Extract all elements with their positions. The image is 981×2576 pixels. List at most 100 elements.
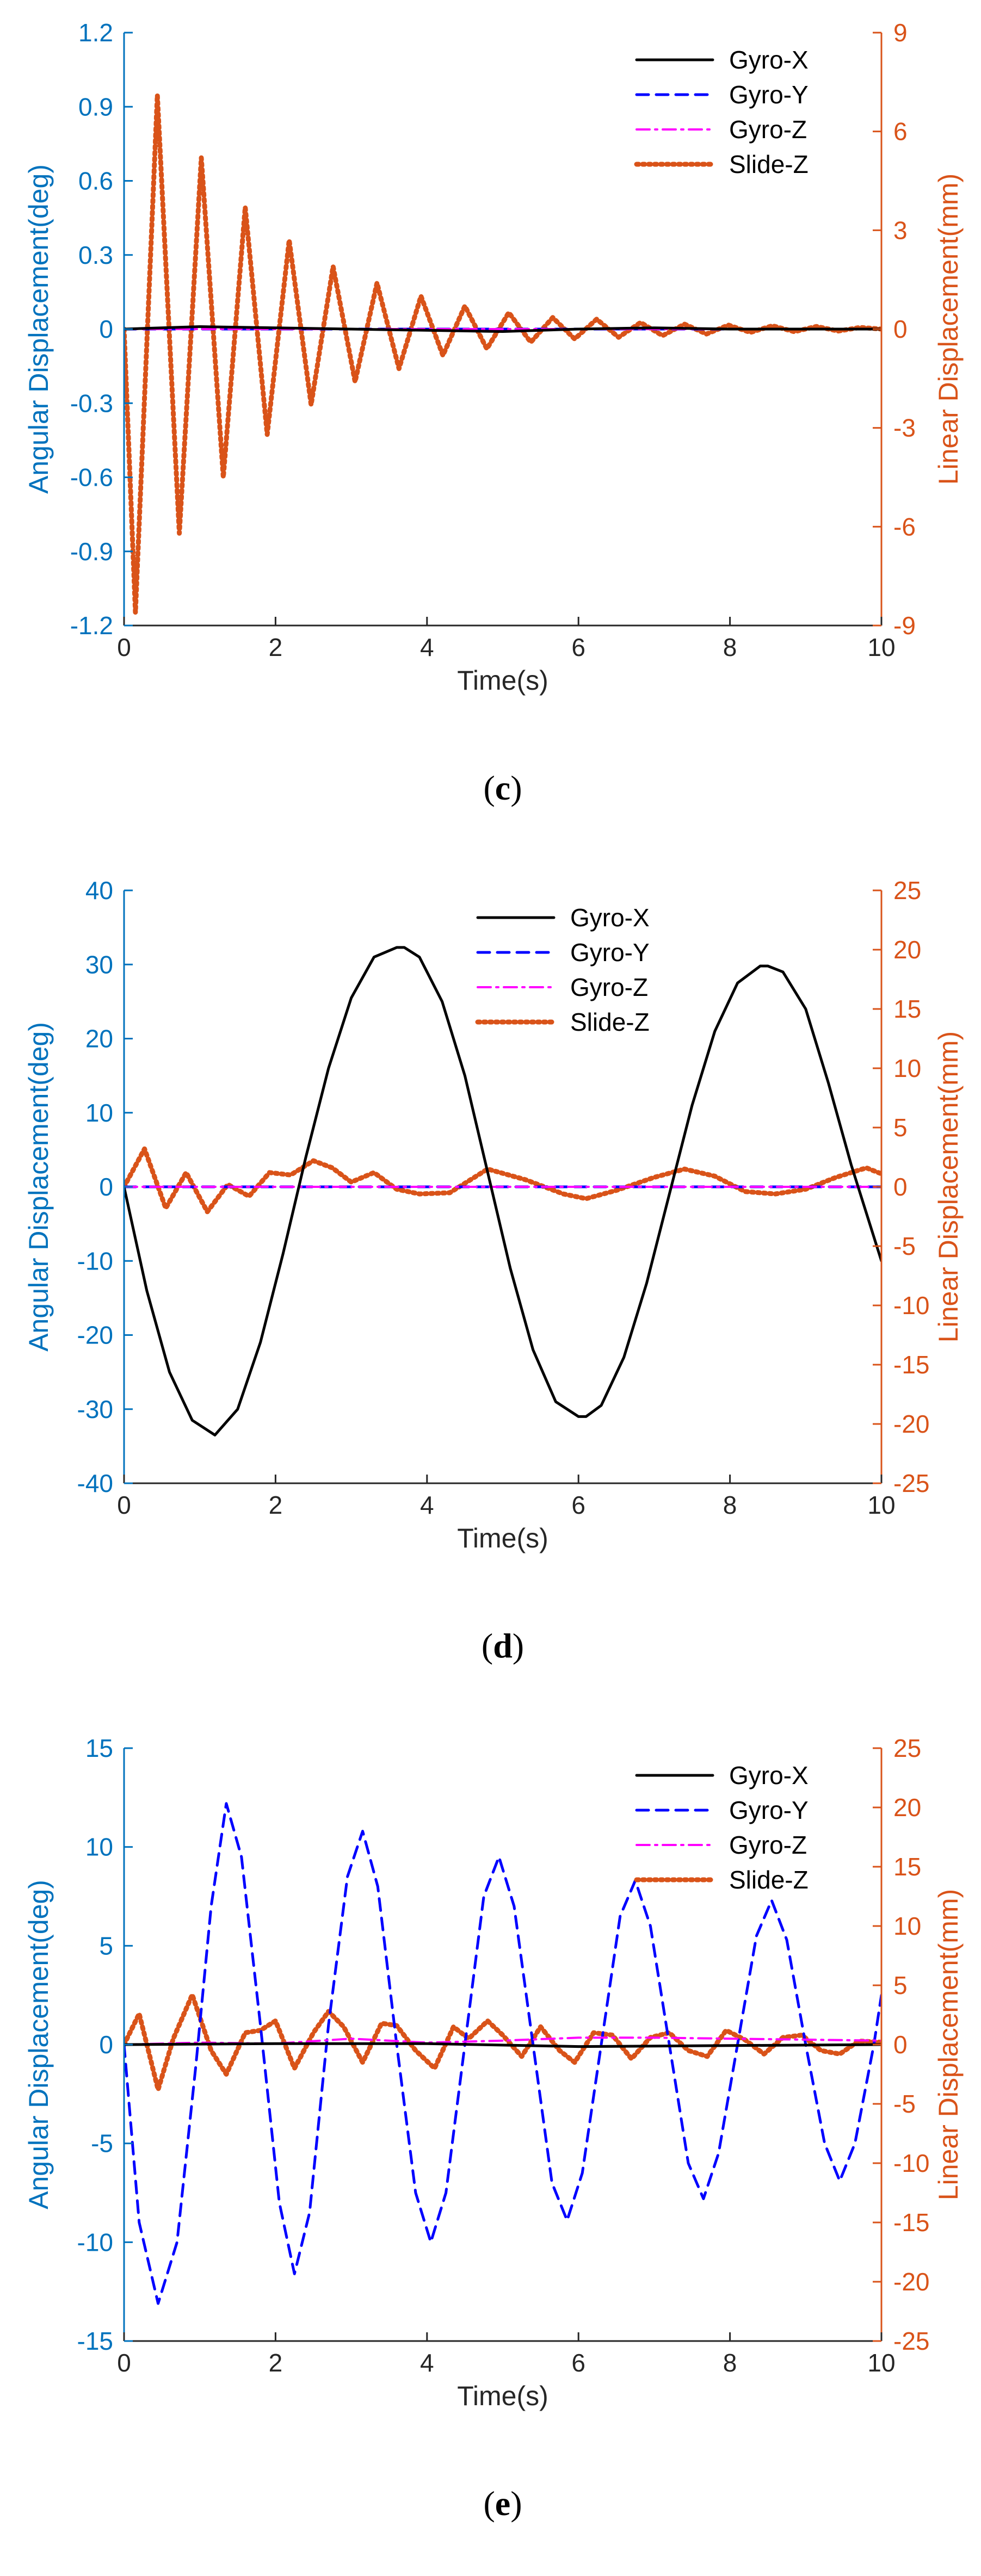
chart-text-layer: Angular Displacement(deg) Linear Displac… [23, 164, 964, 807]
caption-close-paren: ) [510, 769, 522, 807]
y-tick-label-right: 15 [893, 995, 921, 1023]
chart-svg: 0 2 4 6 8 10 1.2 0.9 0.6 0.3 0 -0.3 -0.6 -0.9 -1.2 9 6 3 0… [23, 18, 964, 807]
caption-open-paren: ( [482, 1626, 493, 1665]
legend-label-gyro-x: Gyro-X [729, 1761, 809, 1789]
y-tick-label-left: 0 [99, 315, 113, 343]
y-tick-label-right: -9 [893, 611, 916, 640]
y-tick-label-right: -6 [893, 512, 916, 541]
y-tick-label-left: -5 [91, 2129, 113, 2158]
x-tick-label: 6 [571, 2349, 585, 2377]
series-line-gyro-y [124, 1802, 881, 2305]
y-tick-label-right: 20 [893, 936, 921, 964]
chart-graphics: 0 2 4 6 8 10 40 30 20 10 0 -10 -20 -30 -40 25 20 15 10 5 0 -5… [77, 876, 930, 1519]
chart-svg: 0 2 4 6 8 10 40 30 20 10 0 -10 -20 -30 -40 25 20 15 10 5 0 -5… [23, 876, 964, 1665]
chart-panel-e: 0 2 4 6 8 10 15 10 5 0 -5 -10 -15 25 20 15 10 5 0 -5 -10 -15 -… [0, 1716, 981, 2573]
y-tick-label-right: 25 [893, 1734, 921, 1762]
legend-label-gyro-z: Gyro-Z [729, 1831, 807, 1859]
legend-label-gyro-y: Gyro-Y [729, 1796, 809, 1824]
series-line-gyro-z [124, 2036, 881, 2046]
y-tick-label-left: 0.9 [78, 92, 113, 121]
legend-label-gyro-y: Gyro-Y [729, 81, 809, 109]
chart-svg: 0 2 4 6 8 10 15 10 5 0 -5 -10 -15 25 20 15 10 5 0 -5 -10 -15 -… [23, 1734, 964, 2523]
y-axis-label-right: Linear Displacement(mm) [933, 174, 964, 485]
y-axis-label-left: Angular Displacement(deg) [23, 1022, 54, 1352]
x-tick-label: 8 [723, 1491, 737, 1519]
y-tick-label-right: 25 [893, 876, 921, 905]
y-tick-label-left: -0.6 [70, 463, 113, 492]
y-tick-label-left: -20 [77, 1321, 113, 1349]
legend: Gyro-X Gyro-Y Gyro-Z Slide-Z [634, 1761, 809, 1894]
x-tick-label: 2 [269, 633, 283, 661]
caption-label: d [493, 1626, 513, 1665]
y-tick-label-right: 3 [893, 216, 908, 244]
chart-graphics: 0 2 4 6 8 10 15 10 5 0 -5 -10 -15 25 20 15 10 5 0 -5 -10 -15 -… [77, 1734, 930, 2377]
y-tick-label-left: -0.9 [70, 537, 113, 566]
caption-close-paren: ) [513, 1626, 524, 1665]
x-tick-label: 8 [723, 2349, 737, 2377]
panel-caption: (e) [483, 2484, 522, 2523]
x-tick-label: 10 [867, 1491, 895, 1519]
x-tick-label: 6 [571, 1491, 585, 1519]
y-tick-label-right: -25 [893, 1469, 929, 1497]
y-tick-label-left: -0.3 [70, 389, 113, 417]
series-line-slide-z [124, 1146, 881, 1215]
panel-caption: (c) [483, 769, 522, 807]
x-tick-label: 4 [420, 1491, 434, 1519]
y-axis-label-right: Linear Displacement(mm) [933, 1889, 964, 2200]
y-tick-label-left: 5 [99, 1931, 113, 1960]
y-tick-label-right: 5 [893, 1971, 908, 1999]
y-tick-label-left: 0.6 [78, 167, 113, 195]
legend-label-gyro-z: Gyro-Z [729, 115, 807, 144]
x-tick-label: 4 [420, 2349, 434, 2377]
y-tick-label-right: 0 [893, 1173, 908, 1201]
y-tick-label-right: -3 [893, 414, 916, 442]
y-tick-label-right: -5 [893, 1232, 916, 1260]
x-tick-label: 4 [420, 633, 434, 661]
caption-label: c [495, 769, 510, 807]
y-tick-label-right: 5 [893, 1113, 908, 1142]
y-tick-label-right: 10 [893, 1054, 921, 1082]
y-tick-label-left: 20 [85, 1025, 113, 1053]
x-tick-label: 8 [723, 633, 737, 661]
y-tick-label-left: 30 [85, 950, 113, 979]
legend-label-slide-z: Slide-Z [570, 1008, 650, 1036]
y-tick-label-left: -15 [77, 2327, 113, 2355]
y-tick-label-right: 15 [893, 1853, 921, 1881]
y-tick-label-right: 6 [893, 117, 908, 146]
x-axis-label: Time(s) [457, 1523, 548, 1553]
y-axis-label-right: Linear Displacement(mm) [933, 1031, 964, 1342]
chart-text-layer: Angular Displacement(deg) Linear Displac… [23, 1022, 964, 1665]
y-axis-label-left: Angular Displacement(deg) [23, 164, 54, 494]
x-axis-label: Time(s) [457, 2381, 548, 2411]
x-tick-label: 2 [269, 1491, 283, 1519]
legend-label-gyro-x: Gyro-X [729, 46, 809, 74]
y-tick-label-left: 40 [85, 876, 113, 905]
y-tick-label-right: 0 [893, 315, 908, 343]
y-tick-label-right: -15 [893, 2208, 929, 2237]
series-group [124, 1802, 881, 2305]
y-tick-label-left: -10 [77, 1247, 113, 1275]
legend: Gyro-X Gyro-Y Gyro-Z Slide-Z [634, 46, 809, 178]
y-tick-label-left: 15 [85, 1734, 113, 1762]
series-group [124, 946, 881, 1436]
y-tick-label-right: 9 [893, 18, 908, 47]
y-tick-label-right: -25 [893, 2327, 929, 2355]
legend-label-gyro-x: Gyro-X [570, 903, 650, 932]
chart-panel-d: 0 2 4 6 8 10 40 30 20 10 0 -10 -20 -30 -40 25 20 15 10 5 0 -5… [0, 858, 981, 1716]
y-tick-label-left: -1.2 [70, 611, 113, 640]
y-tick-label-right: 0 [893, 2030, 908, 2059]
legend-label-slide-z: Slide-Z [729, 1866, 809, 1894]
y-tick-label-left: 0 [99, 1173, 113, 1201]
y-tick-label-right: -20 [893, 2268, 929, 2296]
y-tick-label-left: 10 [85, 1833, 113, 1861]
x-tick-label: 10 [867, 2349, 895, 2377]
legend-label-slide-z: Slide-Z [729, 150, 809, 178]
caption-label: e [495, 2484, 510, 2523]
caption-close-paren: ) [510, 2484, 522, 2523]
caption-open-paren: ( [483, 769, 495, 807]
y-tick-label-right: 20 [893, 1793, 921, 1822]
y-tick-label-left: -30 [77, 1395, 113, 1423]
series-group [124, 92, 881, 615]
chart-text-layer: Angular Displacement(deg) Linear Displac… [23, 1880, 964, 2523]
x-tick-label: 0 [117, 1491, 131, 1519]
